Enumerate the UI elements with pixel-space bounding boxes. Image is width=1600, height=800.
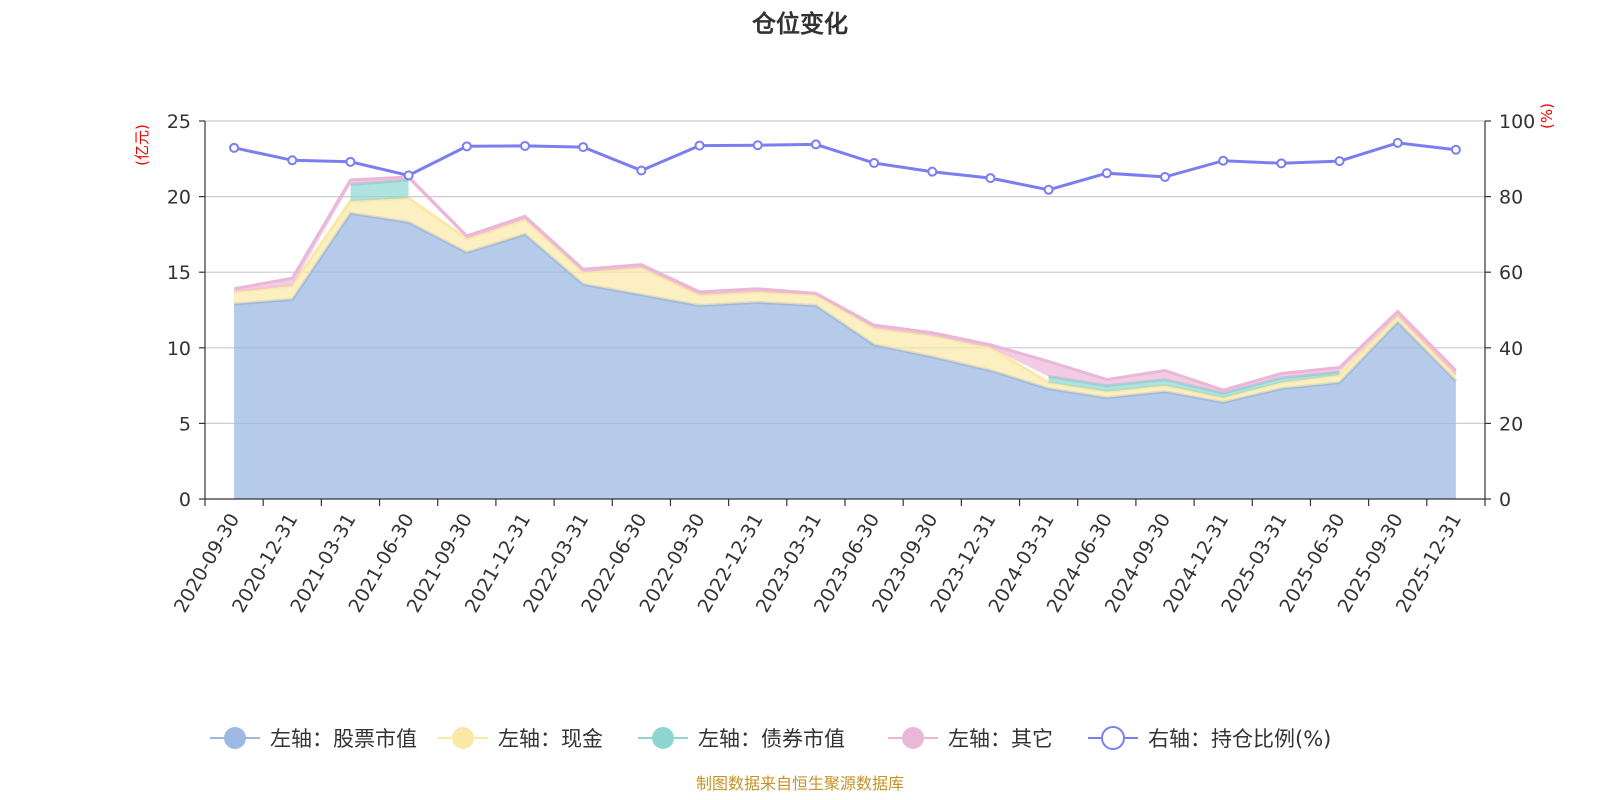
ratio-point: [1450, 144, 1461, 155]
legend-marker: [224, 727, 246, 749]
ratio-point: [287, 155, 298, 166]
stacked-area-edge: [233, 175, 1457, 392]
ratio-line-path: [233, 141, 1457, 192]
right-axis-tick-label: 40: [1499, 338, 1523, 360]
ratio-point: [1334, 156, 1345, 167]
ratio-point: [461, 141, 472, 152]
legend-marker: [452, 727, 474, 749]
ratio-point: [229, 142, 240, 153]
right-axis-tick-label: 0: [1499, 489, 1511, 511]
legend-item: 左轴：其它: [888, 727, 1053, 751]
legend-item: 右轴：持仓比例(%): [1088, 726, 1331, 751]
legend-item: 左轴：债券市值: [638, 727, 845, 751]
ratio-point: [752, 140, 763, 151]
ratio-point: [927, 166, 938, 177]
left-axis-tick-label: 5: [179, 413, 191, 435]
ratio-point: [810, 139, 821, 150]
ratio-point: [1043, 184, 1054, 195]
chart-title: 仓位变化: [751, 10, 848, 38]
ratio-point: [1276, 158, 1287, 169]
ratio-point: [345, 156, 356, 167]
legend-label: 右轴：持仓比例(%): [1148, 727, 1331, 751]
right-axis-tick-label: 60: [1499, 262, 1523, 284]
legend-marker: [1101, 726, 1125, 750]
right-axis-unit: (%): [1538, 103, 1556, 129]
left-axis-tick-label: 10: [167, 338, 191, 360]
legend-label: 左轴：股票市值: [270, 727, 417, 751]
ratio-point: [1101, 168, 1112, 179]
ratio-point: [694, 140, 705, 151]
stacked-area-fill: [234, 198, 1456, 403]
legend-label: 左轴：其它: [948, 727, 1053, 751]
stacked-areas: [233, 175, 1457, 499]
legend-item: 左轴：现金: [438, 727, 603, 751]
left-axis-tick-label: 15: [167, 262, 191, 284]
ratio-point: [636, 165, 647, 176]
ratio-point: [1218, 155, 1229, 166]
ratio-point: [1392, 137, 1403, 148]
right-axis-tick-label: 20: [1499, 413, 1523, 435]
position-ratio-line: [229, 137, 1461, 195]
legend-marker: [902, 727, 924, 749]
ratio-point: [985, 173, 996, 184]
legend: 左轴：股票市值 左轴：现金 左轴：债券市值 左轴：其它 右轴：持仓比例(%): [210, 726, 1331, 751]
legend-label: 左轴：债券市值: [698, 727, 845, 751]
left-axis-tick-label: 20: [167, 187, 191, 209]
left-axis-tick-label: 25: [167, 111, 191, 133]
left-axis-unit: (亿元): [133, 124, 151, 166]
legend-marker: [652, 727, 674, 749]
ratio-point: [403, 170, 414, 181]
right-axis-tick-label: 100: [1499, 111, 1535, 133]
ratio-point: [1160, 171, 1170, 182]
right-axis-tick-label: 80: [1499, 187, 1523, 209]
ratio-point: [578, 142, 589, 153]
source-note: 制图数据来自恒生聚源数据库: [696, 774, 904, 793]
left-axis-tick-label: 0: [179, 489, 191, 511]
stacked-area-fill: [350, 180, 409, 202]
legend-label: 左轴：现金: [498, 727, 603, 751]
legend-item: 左轴：股票市值: [210, 727, 417, 751]
stacked-area-fill: [234, 213, 1456, 499]
ratio-point: [520, 140, 530, 151]
ratio-point: [869, 157, 880, 168]
